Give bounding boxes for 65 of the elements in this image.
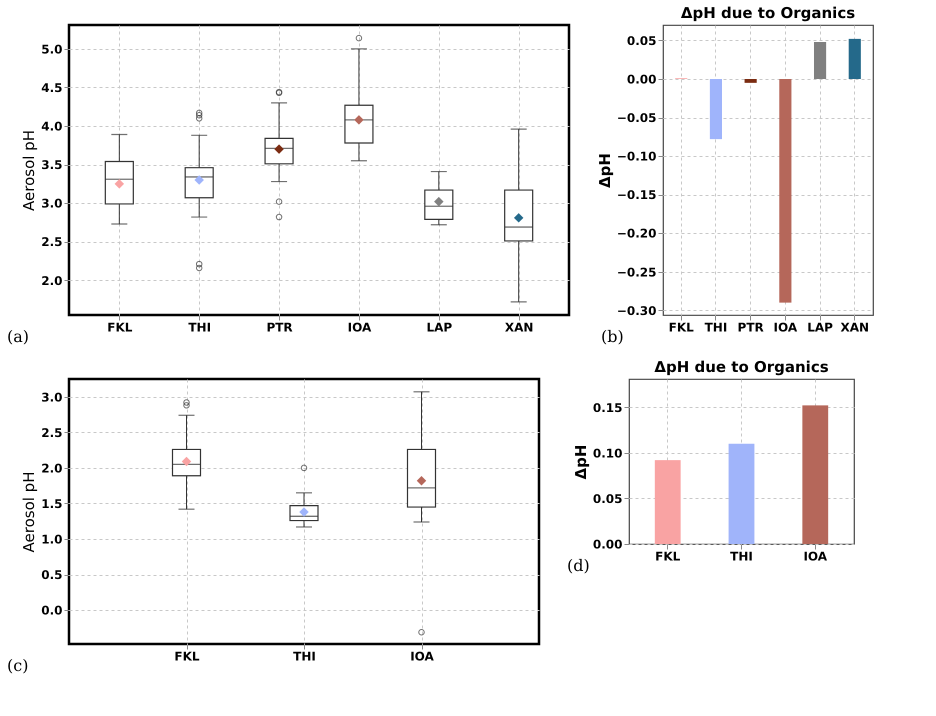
y-tick-label: 4.0: [41, 120, 62, 134]
y-axis-title: Aerosol pH: [20, 472, 38, 552]
bar: [814, 42, 826, 79]
x-tick-label: XAN: [504, 320, 534, 334]
text: (b): [601, 327, 624, 346]
y-axis-title: ΔpH: [596, 153, 614, 188]
x-tick-label: THI: [730, 550, 753, 564]
y-tick-label: −0.10: [616, 150, 656, 164]
x-tick-label: FKL: [655, 550, 681, 564]
y-tick-label: 3.0: [41, 196, 62, 211]
x-tick-label: LAP: [426, 320, 452, 334]
x-tick-label: XAN: [840, 320, 870, 334]
y-tick-label: 2.5: [41, 426, 62, 440]
bar: [779, 78, 792, 303]
y-tick-label: 0.00: [626, 72, 656, 86]
y-tick-label: 0.05: [626, 34, 656, 48]
x-tick-label: FKL: [174, 650, 200, 664]
point: [514, 213, 524, 223]
x-tick-label: PTR: [738, 320, 764, 334]
x-tick-label: THI: [704, 320, 728, 334]
y-tick-label: 0.05: [592, 492, 622, 506]
x-tick-label: THI: [293, 650, 316, 664]
y-tick-label: 2.0: [41, 461, 62, 476]
text: (a): [7, 327, 30, 346]
chart-title: ΔpH due to Organics: [654, 358, 829, 376]
x-tick-label: IOA: [348, 320, 372, 334]
y-tick-label: −0.15: [616, 188, 656, 202]
y-tick-label: 5.0: [41, 42, 62, 56]
x-tick-label: IOA: [803, 550, 828, 564]
y-axis-title: ΔpH: [572, 444, 590, 480]
x-tick-label: PTR: [266, 320, 293, 334]
y-axis-title: Aerosol pH: [20, 130, 38, 211]
bar: [654, 460, 681, 544]
y-tick-label: 4.5: [41, 80, 62, 95]
y-tick-label: −0.25: [616, 265, 656, 280]
x-tick-label: IOA: [410, 650, 435, 664]
y-tick-label: −0.20: [616, 226, 656, 241]
bar: [728, 444, 754, 544]
point: [416, 476, 426, 486]
y-tick-label: 0.00: [592, 538, 622, 552]
y-tick-label: 0.10: [592, 446, 622, 460]
bar: [848, 38, 861, 79]
x-tick-label: THI: [188, 320, 212, 334]
x-tick-label: LAP: [807, 320, 834, 334]
y-tick-label: −0.30: [616, 304, 656, 318]
y-tick-label: 2.0: [41, 274, 62, 288]
bar: [710, 78, 722, 140]
point: [114, 179, 124, 189]
bar: [744, 78, 757, 83]
text: (d): [567, 556, 590, 575]
y-tick-label: 0.0: [41, 604, 62, 618]
text: (c): [7, 656, 28, 675]
x-tick-label: FKL: [107, 320, 133, 334]
y-tick-label: 0.5: [41, 568, 62, 582]
y-tick-label: 3.0: [41, 390, 62, 404]
y-tick-label: 2.5: [41, 235, 62, 250]
y-tick-label: −0.05: [616, 111, 656, 126]
chart-title: ΔpH due to Organics: [680, 4, 856, 22]
y-tick-label: 1.5: [41, 496, 62, 511]
bar: [802, 405, 828, 544]
y-tick-label: 3.5: [41, 158, 62, 172]
y-tick-label: 0.15: [592, 400, 622, 415]
y-tick-label: 1.0: [41, 532, 62, 547]
x-tick-label: FKL: [668, 320, 694, 334]
x-tick-label: IOA: [774, 320, 798, 334]
